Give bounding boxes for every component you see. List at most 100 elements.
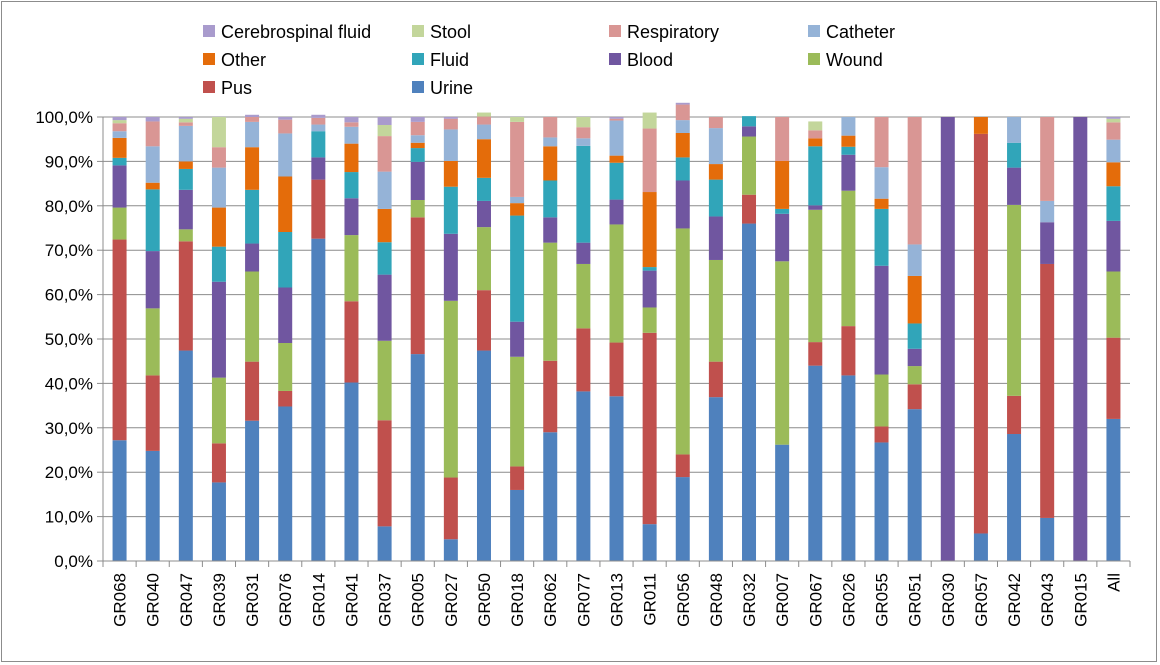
bar-segment-respiratory [211, 147, 226, 168]
bar-segment-catheter [543, 137, 558, 147]
bar-segment-wound [742, 136, 757, 195]
bar-segment-urine [311, 238, 326, 561]
bars [112, 102, 1121, 561]
y-tick-label: 40,0% [45, 374, 93, 393]
bar-segment-catheter [278, 133, 293, 177]
x-tick-label: GR007 [773, 573, 792, 627]
bar-stack-gr018 [510, 117, 525, 561]
y-tick-label: 0,0% [54, 552, 93, 571]
bar-segment-urine [1007, 434, 1022, 561]
x-tick-label: GR013 [608, 573, 627, 627]
x-tick-label: GR055 [873, 573, 892, 627]
bar-segment-urine [510, 489, 525, 561]
bar-segment-urine [178, 350, 193, 561]
bar-segment-urine [708, 397, 723, 561]
y-tick-label: 10,0% [45, 508, 93, 527]
legend-label: Blood [627, 50, 673, 70]
bar-segment-fluid [443, 186, 458, 234]
bar-segment-other [443, 160, 458, 187]
bar-segment-pus [808, 342, 823, 366]
bar-segment-blood [874, 265, 889, 375]
bar-segment-pus [642, 332, 657, 525]
bar-segment-cerebrospinal-fluid [675, 102, 690, 105]
bar-segment-pus [1040, 263, 1055, 518]
bar-segment-blood [311, 157, 326, 180]
bar-segment-stool [476, 112, 491, 117]
bar-segment-urine [675, 477, 690, 561]
bar-segment-cerebrospinal-fluid [311, 114, 326, 118]
bar-stack-gr032 [742, 116, 757, 561]
bar-segment-pus [1106, 337, 1121, 419]
bar-segment-cerebrospinal-fluid [278, 117, 293, 120]
bar-segment-cerebrospinal-fluid [178, 117, 193, 119]
bar-segment-pus [145, 375, 160, 451]
x-tick-label: GR031 [243, 573, 262, 627]
legend-item-respiratory: Respiratory [609, 22, 719, 42]
bar-segment-catheter [211, 167, 226, 208]
bar-stack-gr015 [1073, 117, 1088, 561]
legend-item-fluid: Fluid [412, 50, 469, 70]
bar-segment-respiratory [708, 117, 723, 129]
bar-segment-other [775, 160, 790, 209]
y-tick-label: 90,0% [45, 152, 93, 171]
bar-stack-gr057 [973, 117, 988, 561]
bar-segment-other [476, 139, 491, 178]
bar-stack-gr076 [278, 117, 293, 561]
bar-segment-catheter [311, 124, 326, 132]
bar-segment-respiratory [874, 117, 889, 168]
bar-segment-catheter [907, 244, 922, 276]
bar-segment-other [410, 142, 425, 149]
x-tick-label: GR048 [707, 573, 726, 627]
bar-segment-other [841, 135, 856, 147]
bar-segment-catheter [675, 120, 690, 133]
bar-segment-catheter [112, 131, 127, 138]
x-tick-label: GR068 [111, 573, 130, 627]
bar-segment-pus [245, 361, 260, 421]
bar-segment-wound [443, 300, 458, 478]
bar-segment-blood [112, 165, 127, 208]
y-axis-ticks: 0,0% 10,0% 20,0% 30,0% 40,0% 50,0% 60,0% 70,0% 8… [35, 108, 103, 571]
bar-segment-cerebrospinal-fluid [1106, 117, 1121, 119]
bar-segment-other [377, 208, 392, 243]
bar-segment-catheter [841, 117, 856, 136]
bar-segment-pus [841, 326, 856, 376]
legend-item-cerebrospinal-fluid: Cerebrospinal fluid [203, 22, 371, 42]
bar-segment-other [145, 182, 160, 190]
bar-segment-pus [576, 328, 591, 392]
bar-segment-urine [841, 375, 856, 561]
bar-stack-gr067 [808, 121, 823, 561]
bar-stack-gr042 [1007, 117, 1022, 561]
bar-segment-wound [344, 235, 359, 302]
bar-segment-stool [808, 121, 823, 131]
bar-segment-fluid [178, 168, 193, 190]
bar-segment-wound [1007, 204, 1022, 396]
bar-segment-blood [377, 274, 392, 341]
legend-swatch [203, 25, 215, 37]
bar-segment-other [642, 192, 657, 268]
bar-stack-gr026 [841, 117, 856, 561]
bar-segment-wound [609, 224, 624, 343]
bar-segment-cerebrospinal-fluid [410, 117, 425, 122]
bar-segment-blood [245, 243, 260, 272]
x-tick-label: GR027 [442, 573, 461, 627]
bar-stack-gr043 [1040, 117, 1055, 561]
legend-label: Wound [826, 50, 883, 70]
bar-segment-urine [642, 524, 657, 561]
bar-segment-fluid [344, 172, 359, 199]
legend-swatch [609, 53, 621, 65]
bar-segment-fluid [112, 157, 127, 166]
bar-segment-other [708, 164, 723, 180]
y-tick-label: 50,0% [45, 330, 93, 349]
bar-segment-wound [775, 261, 790, 445]
bar-segment-pus [742, 194, 757, 224]
bar-segment-stool [1106, 118, 1121, 123]
bar-stack-gr068 [112, 117, 127, 561]
bar-stack-gr005 [410, 117, 425, 561]
x-tick-label: GR047 [177, 573, 196, 627]
legend-swatch [609, 25, 621, 37]
x-tick-label: GR076 [276, 573, 295, 627]
bar-segment-respiratory [410, 121, 425, 136]
bar-segment-blood [344, 198, 359, 236]
bar-segment-respiratory [609, 118, 624, 121]
